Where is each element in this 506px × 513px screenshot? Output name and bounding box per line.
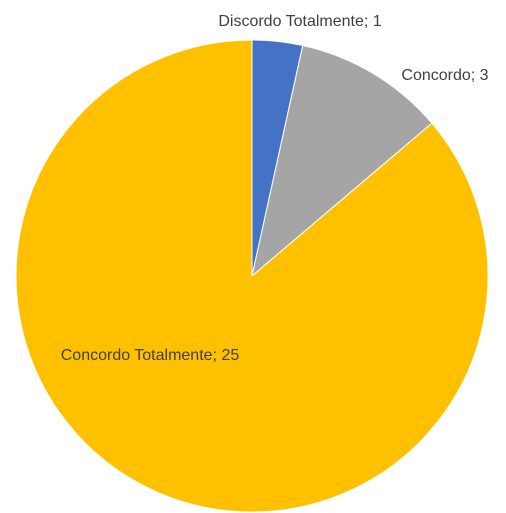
- pie-slice: [15, 39, 489, 513]
- data-label: Concordo Totalmente; 25: [60, 347, 240, 364]
- pie-slice: [251, 44, 433, 278]
- data-label: Discordo Totalmente; 1: [218, 13, 382, 30]
- data-label: Concordo; 3: [401, 67, 489, 84]
